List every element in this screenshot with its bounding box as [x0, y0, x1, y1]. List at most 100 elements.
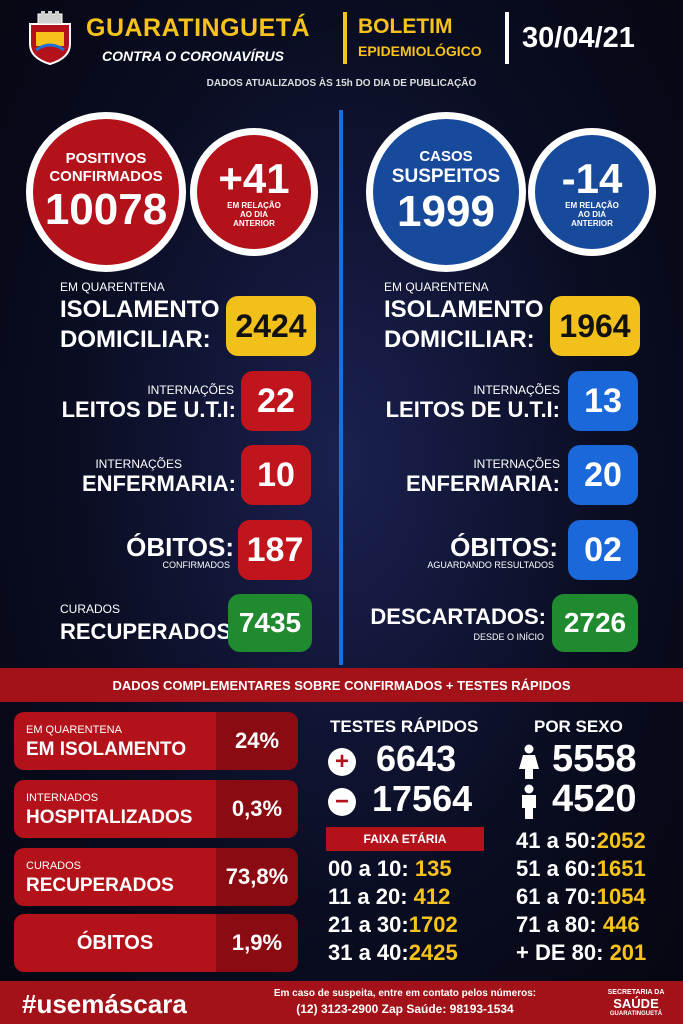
left-isolation-line2: DOMICILIAR: [60, 326, 211, 353]
left-ward-value: 10 [241, 445, 311, 505]
center-divider [339, 110, 343, 665]
rate-line2: ÓBITOS [76, 932, 154, 954]
age-row: + DE 80: 201 [516, 940, 646, 966]
rate-recovered-label: CURADOS RECUPERADOS [14, 848, 216, 906]
rapid-tests-title: TESTES RÁPIDOS [330, 717, 479, 736]
change-note-3: ANTERIOR [571, 218, 613, 228]
hashtag: #usemáscara [22, 989, 187, 1019]
age-label: 21 a 30: [328, 912, 409, 937]
age-row: 41 a 50:2052 [516, 828, 646, 854]
bulletin-date: 30/04/21 [522, 22, 635, 54]
left-isolation-pre: EM QUARENTENA [60, 280, 165, 294]
age-title: FAIXA ETÁRIA [326, 827, 484, 851]
age-label: 31 a 40: [328, 940, 409, 965]
age-value: 201 [609, 940, 647, 965]
right-deaths-value: 02 [568, 520, 638, 580]
age-label: 11 a 20: [328, 884, 408, 909]
suspected-label-2: SUSPEITOS [391, 166, 501, 187]
suspected-change-circle: -14 EM RELAÇÃO AO DIA ANTERIOR [528, 128, 656, 256]
change-note-3: ANTERIOR [233, 218, 275, 228]
change-note-1: EM RELAÇÃO [565, 200, 619, 210]
rate-line1: INTERNADOS [26, 792, 99, 804]
age-row: 11 a 20: 412 [328, 884, 450, 910]
right-uti-value: 13 [568, 371, 638, 431]
left-uti-value: 22 [241, 371, 311, 431]
footer-bar [0, 981, 683, 1024]
right-deaths-sub: AGUARDANDO RESULTADOS [427, 560, 554, 570]
dept-line-1: SECRETARIA DA [607, 989, 665, 996]
plus-icon: + [328, 748, 356, 776]
right-isolation-line2: DOMICILIAR: [384, 326, 535, 353]
rate-deaths-label: ÓBITOS [14, 914, 216, 972]
rate-line2: RECUPERADOS [26, 875, 174, 896]
dept-line-3: GUARATINGUETÁ [609, 1011, 663, 1017]
suspected-value: 1999 [397, 187, 495, 236]
suspected-label-1: CASOS [419, 148, 473, 165]
age-value: 2052 [596, 828, 646, 853]
minus-icon: − [328, 788, 356, 816]
female-icon [519, 744, 539, 779]
left-recovered-value: 7435 [228, 594, 312, 652]
age-row: 21 a 30:1702 [328, 912, 458, 938]
left-deaths-value: 187 [238, 520, 312, 580]
left-isolation-value: 2424 [226, 296, 316, 356]
by-sex-title: POR SEXO [534, 717, 623, 736]
rate-line1: EM QUARENTENA [26, 724, 122, 736]
age-row: 31 a 40:2425 [328, 940, 458, 966]
right-isolation-pre: EM QUARENTENA [384, 280, 489, 294]
confirmed-change-value: +41 [218, 154, 290, 202]
age-value: 1702 [408, 912, 458, 937]
right-discarded-label: DESCARTADOS: [370, 604, 546, 629]
age-label: 71 a 80: [516, 912, 597, 937]
complementary-banner: DADOS COMPLEMENTARES SOBRE CONFIRMADOS +… [0, 668, 683, 702]
rapid-tests-negative: 17564 [372, 778, 473, 819]
left-isolation-line1: ISOLAMENTO [60, 296, 220, 323]
update-note: DADOS ATUALIZADOS ÀS 15h DO DIA DE PUBLI… [206, 78, 477, 89]
age-value: 2425 [408, 940, 458, 965]
right-discarded-value: 2726 [552, 594, 638, 652]
confirmed-change-circle: +41 EM RELAÇÃO AO DIA ANTERIOR [190, 128, 318, 256]
left-recovered-label: RECUPERADOS: [60, 619, 239, 644]
right-uti-pre: INTERNAÇÕES [473, 383, 560, 397]
change-note-2: AO DIA [578, 209, 606, 219]
rate-isolation-value: 24% [216, 712, 298, 770]
contact-line-2: (12) 3123-2900 Zap Saúde: 98193-1534 [296, 1002, 514, 1016]
rate-line2: HOSPITALIZADOS [26, 807, 193, 828]
age-value: 412 [413, 884, 451, 909]
rapid-tests-positive: 6643 [376, 738, 457, 779]
change-note-1: EM RELAÇÃO [227, 200, 281, 210]
right-uti-label: LEITOS DE U.T.I: [385, 397, 560, 422]
left-ward-pre: INTERNAÇÕES [95, 457, 182, 471]
header-divider-2 [505, 12, 509, 64]
city-name: GUARATINGUETÁ [86, 14, 311, 42]
left-deaths-sub: CONFIRMADOS [162, 560, 231, 570]
city-crest-icon [29, 11, 71, 66]
rate-line1: CURADOS [26, 860, 82, 872]
male-icon [522, 784, 536, 819]
age-value: 1054 [596, 884, 646, 909]
dept-line-2: SAÚDE [613, 996, 659, 1011]
age-row: 51 a 60:1651 [516, 856, 646, 882]
age-label: + DE 80: [516, 940, 604, 965]
left-ward-label: ENFERMARIA: [82, 471, 236, 496]
rate-recovered-value: 73,8% [216, 848, 298, 906]
right-ward-label: ENFERMARIA: [406, 471, 560, 496]
rate-deaths-value: 1,9% [216, 914, 298, 972]
bulletin-subtitle: EPIDEMIOLÓGICO [358, 43, 482, 59]
age-value: 135 [414, 856, 452, 881]
confirmed-label-1: POSITIVOS [65, 150, 147, 167]
confirmed-label-2: CONFIRMADOS [49, 168, 163, 185]
suspected-change-value: -14 [561, 154, 623, 202]
age-row: 71 a 80: 446 [516, 912, 640, 938]
rate-isolation-label: EM QUARENTENA EM ISOLAMENTO [14, 712, 216, 770]
age-label: 41 a 50: [516, 828, 597, 853]
confirmed-circle: POSITIVOS CONFIRMADOS 10078 [26, 112, 186, 272]
contact-line-1: Em caso de suspeita, entre em contato pe… [273, 988, 537, 999]
right-isolation-line1: ISOLAMENTO [384, 296, 544, 323]
rate-hospitalized-label: INTERNADOS HOSPITALIZADOS [14, 780, 216, 838]
right-isolation-value: 1964 [550, 296, 640, 356]
rate-line2: EM ISOLAMENTO [26, 739, 187, 760]
bulletin-title: BOLETIM [358, 15, 453, 38]
age-value: 1651 [596, 856, 646, 881]
